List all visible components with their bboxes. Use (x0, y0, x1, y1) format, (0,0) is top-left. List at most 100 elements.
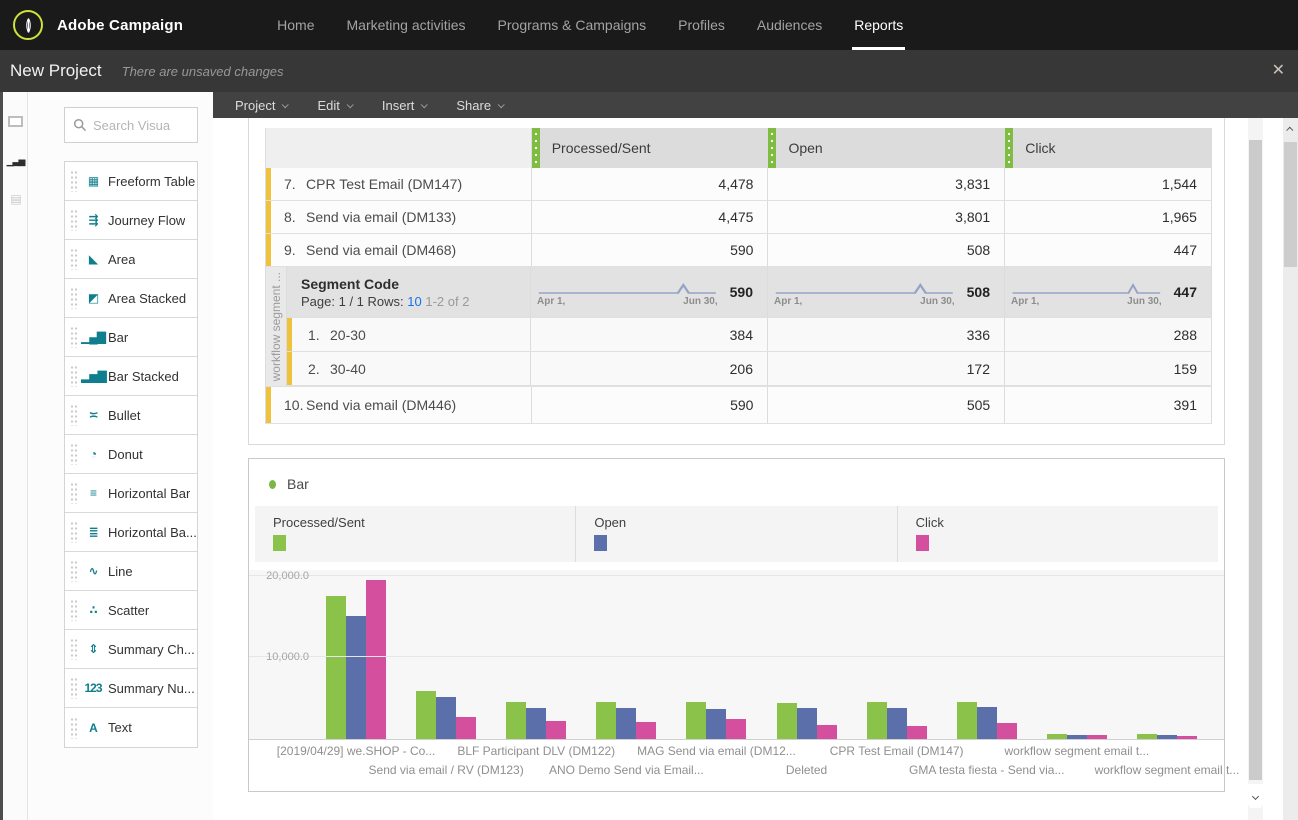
bar-processed-sent[interactable] (416, 691, 437, 739)
bar-processed-sent[interactable] (596, 702, 617, 739)
adobe-campaign-logo-icon[interactable] (13, 10, 43, 40)
row-label-cell[interactable]: 1. 20-30 (287, 318, 531, 351)
viz-item-text[interactable]: A Text (65, 708, 197, 747)
row-label-cell[interactable]: 9. Send via email (DM468) (266, 234, 532, 266)
scrollbar-thumb[interactable] (1249, 140, 1262, 780)
drag-handle-icon[interactable] (70, 170, 77, 192)
viz-item-line[interactable]: ∿ Line (65, 552, 197, 591)
search-input[interactable] (93, 117, 185, 133)
bar-open[interactable] (526, 708, 547, 739)
row-label-cell[interactable]: 8. Send via email (DM133) (266, 201, 532, 233)
bar-processed-sent[interactable] (1046, 734, 1067, 739)
content-scrollbar[interactable] (1248, 118, 1263, 820)
segment-row-2[interactable]: 2. 30-40 206 172 159 (287, 352, 1212, 386)
nav-programs-campaigns[interactable]: Programs & Campaigns (497, 17, 647, 33)
nav-home[interactable]: Home (277, 17, 315, 33)
bar-open[interactable] (886, 708, 907, 739)
drag-handle-icon[interactable] (70, 677, 77, 699)
segment-row-1[interactable]: 1. 20-30 384 336 288 (287, 318, 1212, 352)
bar-open[interactable] (976, 707, 997, 739)
viz-item-scatter[interactable]: ∴ Scatter (65, 591, 197, 630)
drag-handle-icon[interactable] (70, 599, 77, 621)
menu-project[interactable]: Project (227, 98, 295, 113)
column-header-processed-sent[interactable]: Processed/Sent (531, 128, 769, 168)
table-row-8[interactable]: 8. Send via email (DM133) 4,475 3,801 1,… (266, 201, 1212, 234)
table-row-9[interactable]: 9. Send via email (DM468) 590 508 447 (266, 234, 1212, 267)
viz-item-area[interactable]: ◣ Area (65, 240, 197, 279)
bar-click[interactable] (1176, 736, 1197, 739)
viz-item-journey-flow[interactable]: ⇶ Journey Flow (65, 201, 197, 240)
viz-item-horizontal-bar[interactable]: ≡ Horizontal Bar (65, 474, 197, 513)
bar-processed-sent[interactable] (686, 702, 707, 739)
legend-item-open[interactable]: Open (576, 506, 898, 562)
drag-handle-icon[interactable] (70, 248, 77, 270)
visualizations-panel-icon[interactable]: ▁▃▅ (6, 155, 26, 166)
components-panel-icon[interactable]: ▤ (10, 192, 21, 206)
viz-item-horizontal-bar-stacked[interactable]: ≣ Horizontal Ba... (65, 513, 197, 552)
bar-processed-sent[interactable] (326, 596, 347, 739)
bar-processed-sent[interactable] (506, 702, 527, 739)
drag-handle-icon[interactable] (70, 404, 77, 426)
close-icon[interactable]: ✕ (1271, 62, 1285, 79)
bar-processed-sent[interactable] (776, 703, 797, 739)
table-row-10[interactable]: 10. Send via email (DM446) 590 505 391 (266, 387, 1212, 424)
drag-handle-icon[interactable] (70, 443, 77, 465)
rows-per-page-control[interactable]: 10 (407, 293, 422, 309)
nav-reports[interactable]: Reports (838, 0, 919, 50)
bar-open[interactable] (436, 697, 457, 739)
row-label-cell[interactable]: 7. CPR Test Email (DM147) (266, 168, 532, 200)
viz-item-bullet[interactable]: ≍ Bullet (65, 396, 197, 435)
bar-click[interactable] (726, 719, 747, 739)
search-box[interactable] (64, 107, 198, 143)
bar-open[interactable] (706, 709, 727, 739)
scroll-up-button[interactable] (1283, 120, 1298, 138)
bar-click[interactable] (906, 726, 927, 739)
bar-open[interactable] (1156, 735, 1177, 739)
drag-handle-icon[interactable] (70, 482, 77, 504)
viz-item-area-stacked[interactable]: ◩ Area Stacked (65, 279, 197, 318)
viz-item-bar-stacked[interactable]: ▂▅▇ Bar Stacked (65, 357, 197, 396)
drag-handle-icon[interactable] (70, 638, 77, 660)
bar-click[interactable] (636, 722, 657, 739)
drag-handle-icon[interactable] (70, 209, 77, 231)
scroll-down-button[interactable] (1248, 784, 1263, 808)
bar-open[interactable] (1066, 735, 1087, 739)
legend-item-click[interactable]: Click (898, 506, 1218, 562)
bar-click[interactable] (456, 717, 477, 739)
bar-open[interactable] (616, 708, 637, 739)
canvas-panel-icon[interactable] (3, 108, 28, 134)
viz-item-summary-change[interactable]: ⇕ Summary Ch... (65, 630, 197, 669)
drag-handle-icon[interactable] (70, 521, 77, 543)
drag-handle-icon[interactable] (70, 716, 77, 739)
column-header-open[interactable]: Open (768, 128, 1006, 168)
table-row-7[interactable]: 7. CPR Test Email (DM147) 4,478 3,831 1,… (266, 168, 1212, 201)
page-scrollbar[interactable] (1283, 118, 1298, 820)
bar-open[interactable] (796, 708, 817, 739)
bar-click[interactable] (366, 580, 387, 739)
bar-click[interactable] (996, 723, 1017, 739)
column-drag-handle-icon[interactable] (768, 128, 777, 168)
column-drag-handle-icon[interactable] (531, 128, 540, 168)
bar-processed-sent[interactable] (956, 702, 977, 739)
menu-edit[interactable]: Edit (309, 98, 359, 113)
bar-click[interactable] (816, 725, 837, 739)
nav-audiences[interactable]: Audiences (756, 17, 823, 33)
row-label-cell[interactable]: 10. Send via email (DM446) (266, 387, 532, 423)
column-header-click[interactable]: Click (1005, 128, 1212, 168)
viz-item-summary-number[interactable]: 123 Summary Nu... (65, 669, 197, 708)
viz-item-bar[interactable]: ▁▄▇ Bar (65, 318, 197, 357)
legend-item-processed-sent[interactable]: Processed/Sent (255, 506, 577, 562)
bar-processed-sent[interactable] (1136, 734, 1157, 739)
segment-header-row[interactable]: Segment Code Page: 1 / 1 Rows: 10 1-2 of… (287, 267, 1212, 318)
bar-click[interactable] (546, 721, 567, 739)
viz-item-donut[interactable]: ◔ Donut (65, 435, 197, 474)
nav-marketing-activities[interactable]: Marketing activities (346, 17, 466, 33)
bar-processed-sent[interactable] (866, 702, 887, 739)
drag-handle-icon[interactable] (70, 287, 77, 309)
drag-handle-icon[interactable] (70, 560, 77, 582)
drag-handle-icon[interactable] (70, 365, 77, 387)
bar-open[interactable] (346, 616, 367, 739)
bar-click[interactable] (1086, 735, 1107, 739)
column-drag-handle-icon[interactable] (1005, 128, 1014, 168)
menu-share[interactable]: Share (448, 98, 511, 113)
